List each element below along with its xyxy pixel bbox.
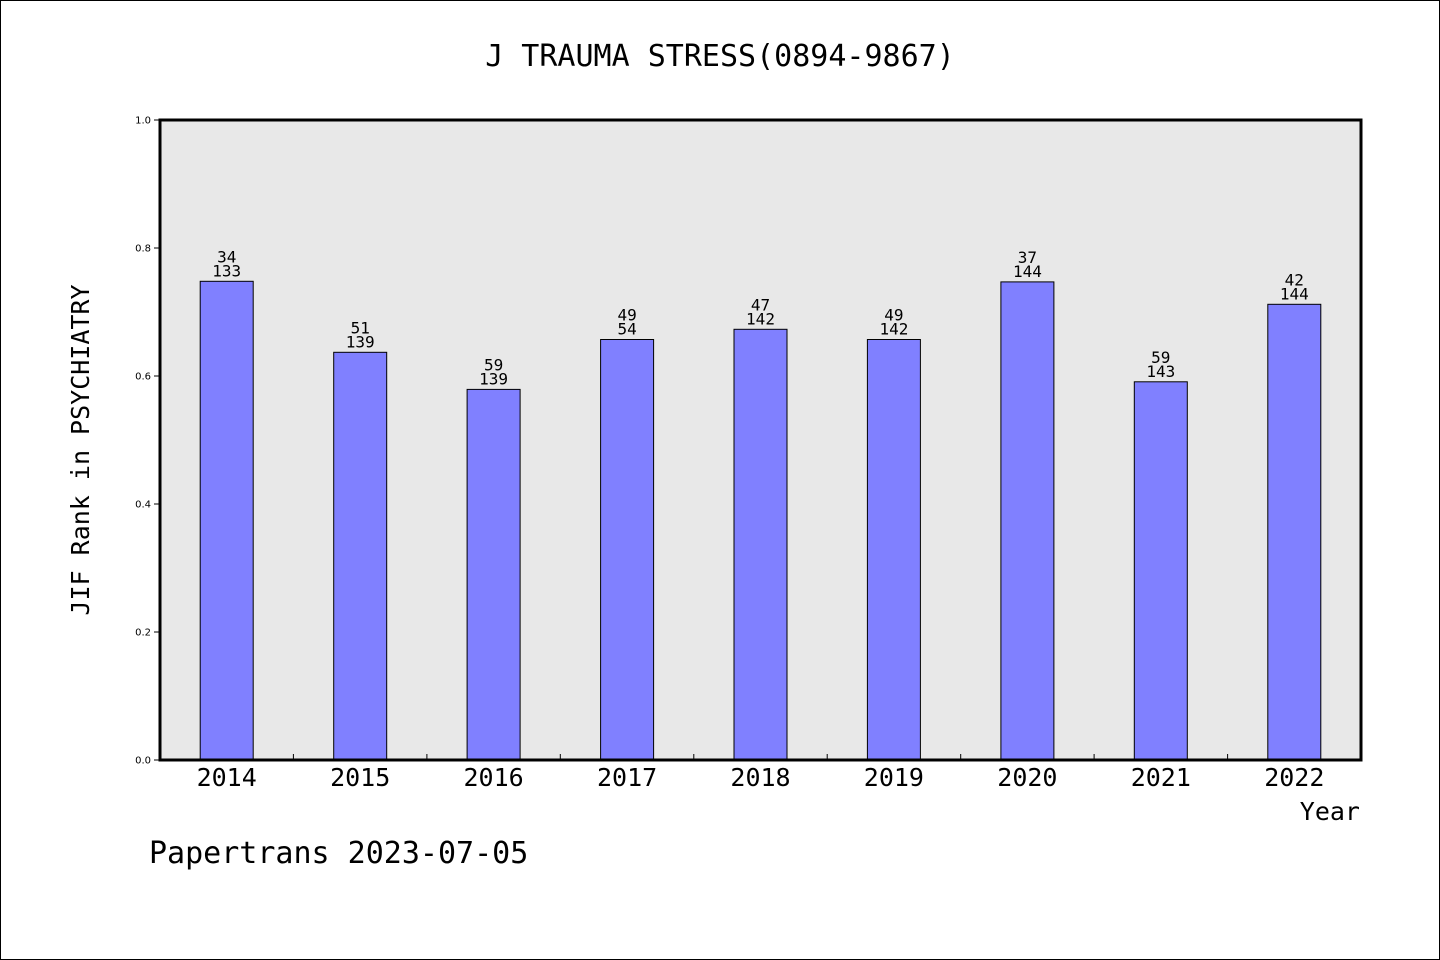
y-tick-label: 0.4 — [135, 500, 151, 511]
x-axis: 2014 2015 2016 2017 2018 2019 2020 2021 2022 — [197, 754, 1324, 792]
total-label-2017: 54 — [617, 320, 636, 339]
chart-title: J TRAUMA STRESS(0894-9867) — [485, 39, 955, 74]
bar-2014 — [199, 280, 254, 761]
bar-2018 — [733, 328, 788, 761]
x-tick-label-2022: 2022 — [1264, 763, 1324, 792]
rank-label-2015: 51 — [351, 318, 370, 337]
y-tick-label: 1.0 — [135, 116, 151, 127]
total-label-2015: 139 — [346, 332, 375, 351]
bars-group — [199, 280, 1322, 761]
rank-label-2014: 34 — [217, 247, 236, 266]
total-label-2022: 144 — [1280, 284, 1309, 303]
rank-label-2019: 49 — [884, 306, 903, 325]
total-label-2018: 142 — [746, 309, 775, 328]
rank-label-2016: 59 — [484, 355, 503, 374]
total-label-2021: 143 — [1146, 362, 1175, 381]
rank-label-2022: 42 — [1285, 270, 1304, 289]
plot-frame — [158, 118, 1363, 762]
total-label-2016: 139 — [479, 369, 508, 388]
total-label-2014: 133 — [212, 261, 241, 280]
x-tick-label-2021: 2021 — [1131, 763, 1191, 792]
y-tick-label: 0.0 — [135, 756, 151, 767]
x-axis-label: Year — [1300, 797, 1360, 826]
bar-2016 — [466, 388, 521, 761]
total-label-2019: 142 — [879, 320, 908, 339]
y-tick-label: 0.6 — [135, 372, 151, 383]
rank-label-2018: 47 — [751, 295, 770, 314]
y-axis-label: JIF Rank in PSYCHIATRY — [66, 284, 95, 615]
x-tick-label-2020: 2020 — [997, 763, 1057, 792]
y-tick-label: 0.2 — [135, 628, 151, 639]
x-tick-label-2019: 2019 — [864, 763, 924, 792]
bar-2021 — [1133, 381, 1188, 761]
bar-2022 — [1267, 303, 1322, 761]
rank-label-2017: 49 — [617, 306, 636, 325]
footer-text: Papertrans 2023-07-05 — [149, 836, 528, 871]
x-tick-label-2016: 2016 — [463, 763, 523, 792]
x-tick-label-2017: 2017 — [597, 763, 657, 792]
bar-2020 — [1000, 281, 1055, 761]
rank-label-2021: 59 — [1151, 348, 1170, 367]
x-tick-label-2015: 2015 — [330, 763, 390, 792]
y-axis: 0.0 0.2 0.4 0.6 0.8 1.0 — [135, 116, 160, 767]
bar-2019 — [866, 339, 921, 761]
bar-2015 — [333, 351, 388, 761]
bar-2017 — [600, 339, 655, 761]
x-tick-label-2014: 2014 — [197, 763, 257, 792]
total-label-2020: 144 — [1013, 262, 1042, 281]
y-tick-label: 0.8 — [135, 244, 151, 255]
x-tick-label-2018: 2018 — [730, 763, 790, 792]
rank-label-2020: 37 — [1018, 248, 1037, 267]
